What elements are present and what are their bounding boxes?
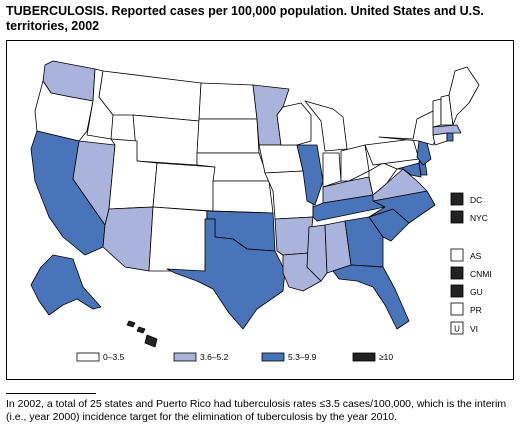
state-az bbox=[102, 206, 154, 272]
state-co bbox=[152, 162, 216, 212]
territory-vi: U VI bbox=[450, 321, 478, 335]
territory-gu: GU bbox=[450, 284, 483, 298]
state-il bbox=[296, 144, 324, 206]
territory-label: AS bbox=[470, 251, 482, 261]
state-ny bbox=[378, 110, 440, 146]
territory-label: DC bbox=[470, 195, 482, 205]
state-fl bbox=[332, 264, 410, 330]
legend-label: 3.6–5.2 bbox=[200, 352, 229, 362]
state-ms bbox=[306, 224, 328, 282]
state-ga bbox=[344, 216, 384, 268]
us-map: DC NYC AS CNMI GU PR U VI 0–3.5 3.6–5.2 5.3–9.9 ≥1… bbox=[30, 60, 492, 362]
state-ks bbox=[212, 180, 274, 214]
territory-cnmi: CNMI bbox=[450, 266, 492, 280]
legend-swatch bbox=[173, 352, 197, 362]
legend-item: ≥10 bbox=[352, 352, 393, 362]
footnote-rule bbox=[6, 393, 96, 394]
territory-key: DC NYC AS CNMI GU PR U VI bbox=[450, 192, 492, 335]
state-wi bbox=[276, 102, 312, 146]
legend-label: 0–3.5 bbox=[103, 352, 125, 362]
legend-swatch bbox=[261, 352, 285, 362]
territory-label: NYC bbox=[470, 213, 488, 223]
state-sd bbox=[196, 118, 260, 154]
state-vt bbox=[432, 98, 442, 128]
legend-item: 5.3–9.9 bbox=[261, 352, 317, 362]
state-mi bbox=[304, 100, 348, 152]
state-tx bbox=[166, 218, 286, 330]
territory-swatch bbox=[450, 321, 464, 335]
state-oh bbox=[340, 144, 370, 182]
state-ak bbox=[30, 254, 102, 316]
territory-label: CNMI bbox=[470, 269, 492, 279]
territory-label: PR bbox=[470, 305, 482, 315]
state-pa bbox=[364, 138, 420, 166]
state-md bbox=[396, 162, 422, 178]
state-ar bbox=[274, 216, 314, 256]
territory-mark: U bbox=[454, 325, 460, 334]
state-ri bbox=[446, 132, 454, 142]
territory-as: AS bbox=[450, 248, 482, 262]
state-mt bbox=[98, 70, 202, 122]
state-nm bbox=[148, 206, 208, 272]
state-nd bbox=[198, 82, 258, 120]
map-legend: 0–3.5 3.6–5.2 5.3–9.9 ≥10 bbox=[76, 352, 393, 362]
legend-label: 5.3–9.9 bbox=[288, 352, 317, 362]
territory-swatch bbox=[450, 248, 464, 262]
state-wy bbox=[132, 114, 200, 166]
territory-nyc: NYC bbox=[450, 210, 488, 224]
legend-swatch bbox=[352, 352, 376, 362]
territory-swatch bbox=[450, 266, 464, 280]
legend-label: ≥10 bbox=[379, 352, 393, 362]
footnote: In 2002, a total of 25 states and Puerto… bbox=[6, 398, 507, 423]
territory-pr: PR bbox=[450, 302, 482, 316]
territory-dc: DC bbox=[450, 192, 482, 206]
state-or bbox=[34, 80, 94, 142]
territory-swatch bbox=[450, 192, 464, 206]
territory-swatch bbox=[450, 210, 464, 224]
map-title: TUBERCULOSIS. Reported cases per 100,000… bbox=[6, 4, 484, 33]
state-me bbox=[448, 66, 480, 126]
state-in bbox=[322, 152, 342, 188]
territory-swatch bbox=[450, 302, 464, 316]
territory-label: GU bbox=[470, 287, 483, 297]
territory-label: VI bbox=[470, 324, 478, 334]
state-hi bbox=[126, 320, 158, 348]
legend-item: 0–3.5 bbox=[76, 352, 125, 362]
state-ia bbox=[258, 144, 304, 174]
map-panel bbox=[6, 40, 514, 380]
territory-swatch bbox=[450, 284, 464, 298]
legend-swatch bbox=[76, 352, 100, 362]
legend-item: 3.6–5.2 bbox=[173, 352, 229, 362]
